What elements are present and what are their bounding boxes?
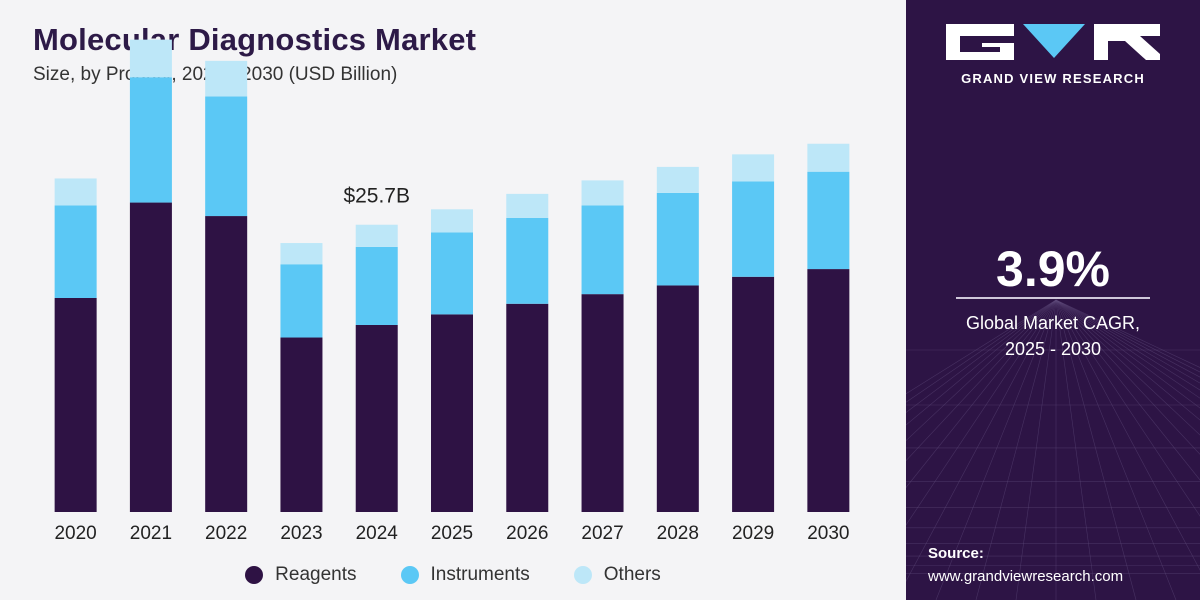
x-tick-label-2025: 2025 [431, 523, 473, 544]
bar-others-2026 [506, 193, 549, 218]
bar-instruments-2030 [807, 171, 850, 270]
bar-reagents-2022 [205, 216, 248, 512]
source-url[interactable]: www.grandviewresearch.com [928, 568, 1124, 585]
data-label-2024: $25.7B [343, 185, 410, 208]
legend-item-instruments: Instruments [400, 564, 530, 586]
x-tick-label-2030: 2030 [807, 523, 849, 544]
legend-label-reagents: Reagents [275, 564, 357, 585]
cagr-value: 3.9% [996, 241, 1110, 297]
chart-area: Molecular Diagnostics Market Size, by Pr… [0, 22, 906, 590]
bar-instruments-2025 [431, 232, 473, 315]
bar-instruments-2023 [280, 264, 323, 338]
bar-reagents-2029 [732, 276, 775, 512]
bar-instruments-2022 [205, 96, 248, 217]
bar-reagents-2021 [129, 202, 172, 512]
bar-reagents-2027 [581, 294, 624, 512]
legend-item-reagents: Reagents [245, 564, 357, 586]
bar-others-2023 [280, 243, 323, 265]
x-tick-label-2026: 2026 [506, 523, 548, 544]
bar-others-2025 [431, 209, 473, 233]
cagr-label-line1: Global Market CAGR, [965, 313, 1141, 333]
side-panel: GRAND VIEW RESEARCH 3.9% Global Market C… [906, 0, 1200, 600]
bar-others-2024 [355, 224, 398, 247]
bar-instruments-2026 [506, 217, 549, 304]
bar-instruments-2024 [355, 246, 398, 325]
x-tick-label-2021: 2021 [130, 523, 172, 544]
x-tick-label-2024: 2024 [356, 523, 399, 544]
chart-title: Molecular Diagnostics Market [33, 22, 477, 57]
bar-others-2027 [581, 180, 624, 206]
bar-reagents-2028 [656, 285, 699, 512]
bar-others-2030 [807, 143, 850, 172]
gvr-logo-icon [946, 24, 1160, 60]
legend-swatch-instruments [400, 566, 419, 584]
x-tick-label-2023: 2023 [280, 523, 322, 544]
bar-instruments-2028 [656, 192, 699, 286]
bar-others-2029 [732, 154, 775, 182]
bar-instruments-2021 [129, 77, 172, 203]
bar-reagents-2026 [506, 303, 549, 512]
x-tick-label-2028: 2028 [657, 523, 699, 544]
legend-label-others: Others [603, 564, 661, 585]
chart-legend: Reagents Instruments Others [0, 560, 906, 590]
bar-reagents-2023 [280, 337, 323, 512]
bar-others-2021 [129, 39, 172, 78]
cagr-label: Global Market CAGR, 2025 - 2030 [906, 310, 1200, 362]
bar-others-2020 [54, 178, 97, 206]
panel-grid-decoration [906, 299, 1200, 600]
x-tick-label-2022: 2022 [205, 523, 247, 544]
bar-instruments-2027 [581, 205, 624, 295]
cagr-label-line2: 2025 - 2030 [1004, 339, 1102, 359]
bar-others-2028 [656, 166, 699, 193]
bar-others-2022 [205, 60, 248, 97]
x-tick-label-2027: 2027 [581, 523, 623, 544]
bar-reagents-2030 [807, 269, 850, 512]
legend-swatch-others [573, 566, 592, 584]
source-label: Source: [928, 545, 984, 562]
stacked-bar-chart: 2020 2021 2022 2023 2024 2025 2026 2027 2028 2029… [54, 39, 850, 544]
cagr-divider [956, 297, 1150, 299]
bar-instruments-2020 [54, 205, 97, 298]
legend-label-instruments: Instruments [430, 564, 530, 585]
bar-reagents-2020 [54, 297, 97, 512]
bar-reagents-2025 [431, 314, 473, 512]
x-tick-label-2029: 2029 [732, 523, 774, 544]
legend-swatch-reagents [245, 566, 264, 584]
brand-name: GRAND VIEW RESEARCH [961, 71, 1145, 86]
x-tick-label-2020: 2020 [54, 523, 96, 544]
bar-reagents-2024 [355, 324, 398, 512]
legend-item-others: Others [573, 564, 661, 586]
bar-instruments-2029 [732, 181, 775, 277]
